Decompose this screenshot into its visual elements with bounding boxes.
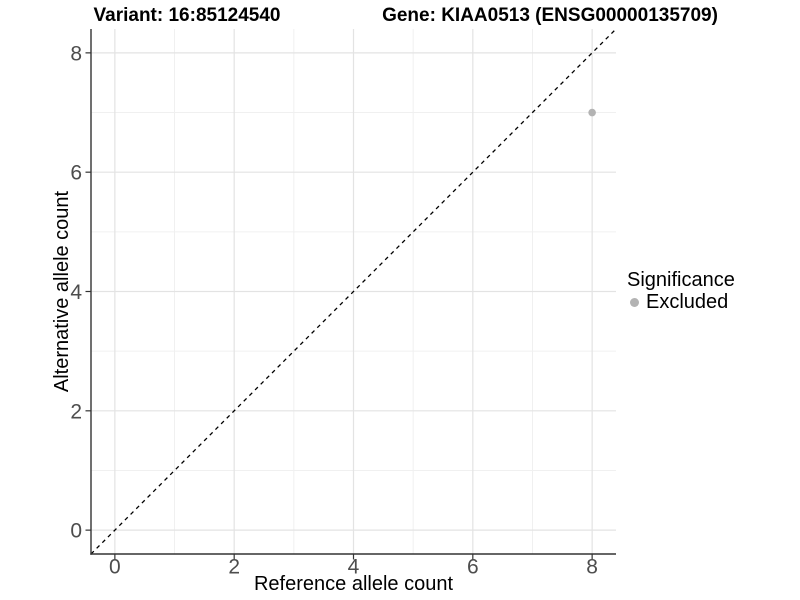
x-tick-label: 8 <box>586 556 598 579</box>
y-tick-label: 8 <box>70 42 82 65</box>
plot-title-gene: Gene: KIAA0513 (ENSG00000135709) <box>382 5 718 26</box>
y-tick-label: 0 <box>70 520 82 543</box>
data-point <box>588 108 596 117</box>
x-tick-label: 0 <box>109 556 121 579</box>
legend: Significance Excluded <box>627 269 735 313</box>
plot-title-variant: Variant: 16:85124540 <box>93 5 281 26</box>
y-tick-label: 4 <box>70 281 82 304</box>
x-tick-label: 2 <box>228 556 240 579</box>
y-axis-title: Alternative allele count <box>51 190 74 393</box>
x-axis-title: Reference allele count <box>253 573 453 595</box>
legend-item-label: Excluded <box>646 291 729 313</box>
y-tick-label: 2 <box>70 400 82 423</box>
identity-diagonal-dashed-line <box>90 28 617 555</box>
legend-title: Significance <box>627 269 735 291</box>
legend-key-dot <box>630 297 639 307</box>
y-tick-label: 6 <box>70 162 82 185</box>
legend-item-excluded: Excluded <box>627 291 735 313</box>
x-tick-label: 4 <box>348 556 360 579</box>
x-tick-label: 6 <box>467 556 479 579</box>
